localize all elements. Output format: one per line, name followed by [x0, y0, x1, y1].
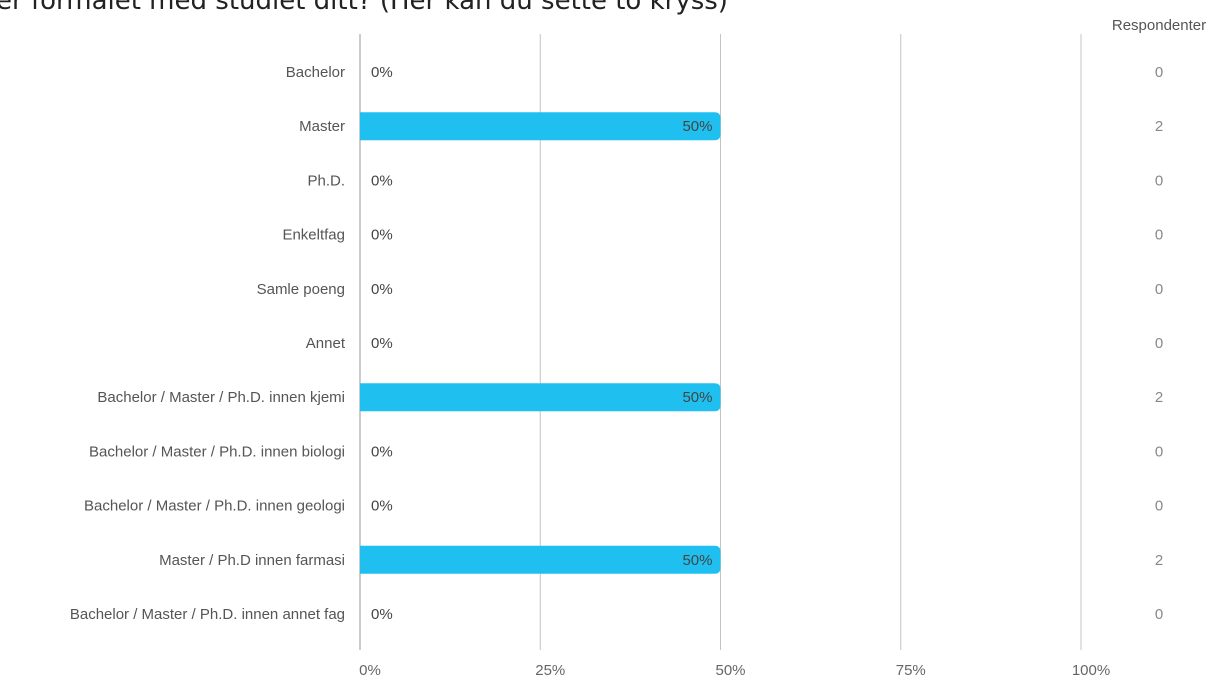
chart-title: er formålet med studiet ditt? (Her kan d…: [0, 0, 728, 16]
respondent-count: 0: [1155, 172, 1163, 189]
x-tick-label: 50%: [715, 662, 745, 679]
respondent-count: 0: [1155, 64, 1163, 81]
bar-value-label: 50%: [682, 389, 712, 406]
category-label: Bachelor / Master / Ph.D. innen biologi: [89, 443, 345, 460]
respondent-count: 0: [1155, 498, 1163, 515]
bar-value-label: 0%: [371, 281, 393, 298]
bar-value-label: 0%: [371, 498, 393, 515]
bar-value-label: 50%: [682, 118, 712, 135]
respondent-count: 2: [1155, 118, 1163, 135]
respondent-count: 2: [1155, 552, 1163, 569]
x-tick-label: 0%: [359, 662, 381, 679]
bar: [360, 112, 721, 141]
bar-value-label: 0%: [371, 64, 393, 81]
bar-value-label: 50%: [682, 552, 712, 569]
bar-value-label: 0%: [371, 606, 393, 623]
category-label: Bachelor: [286, 64, 345, 81]
category-label: Ph.D.: [307, 172, 345, 189]
x-tick-label: 75%: [896, 662, 926, 679]
respondent-count: 0: [1155, 227, 1163, 244]
category-label: Bachelor / Master / Ph.D. innen geologi: [84, 498, 345, 515]
respondent-count: 2: [1155, 389, 1163, 406]
category-label: Master / Ph.D innen farmasi: [159, 552, 345, 569]
respondent-count: 0: [1155, 281, 1163, 298]
category-label: Enkeltfag: [282, 227, 345, 244]
bar-value-label: 0%: [371, 227, 393, 244]
respondent-count: 0: [1155, 606, 1163, 623]
bar-value-label: 0%: [371, 335, 393, 352]
bar: [360, 545, 721, 574]
bar: [360, 383, 721, 412]
category-label: Bachelor / Master / Ph.D. innen annet fa…: [70, 606, 345, 623]
category-label: Samle poeng: [257, 281, 345, 298]
category-label: Bachelor / Master / Ph.D. innen kjemi: [97, 389, 345, 406]
respondent-count: 0: [1155, 443, 1163, 460]
bar-value-label: 0%: [371, 172, 393, 189]
category-label: Annet: [306, 335, 346, 352]
category-label: Master: [299, 118, 345, 135]
bar-value-label: 0%: [371, 443, 393, 460]
label-layer: 0% 25% 50% 75% 100% Bachelor 0% 0 Master 50% 2 Ph.D…: [70, 64, 1163, 679]
x-tick-label: 25%: [535, 662, 565, 679]
respondents-header: Respondenter: [1112, 17, 1206, 34]
bar-layer: [360, 112, 721, 574]
x-tick-label: 100%: [1072, 662, 1110, 679]
respondent-count: 0: [1155, 335, 1163, 352]
